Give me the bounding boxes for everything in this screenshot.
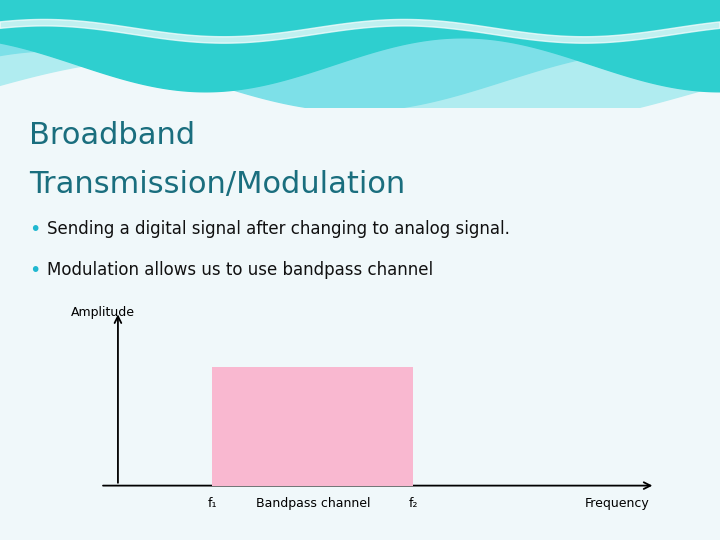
Text: Sending a digital signal after changing to analog signal.: Sending a digital signal after changing … [47, 220, 510, 239]
Text: f₁: f₁ [207, 497, 217, 510]
Text: Broadband: Broadband [29, 122, 195, 151]
Text: Transmission/Modulation: Transmission/Modulation [29, 170, 405, 199]
Text: •: • [29, 260, 40, 280]
Text: f₂: f₂ [408, 497, 418, 510]
Text: Frequency: Frequency [585, 497, 649, 510]
Text: Modulation allows us to use bandpass channel: Modulation allows us to use bandpass cha… [47, 261, 433, 279]
Text: •: • [29, 220, 40, 239]
Bar [212, 367, 413, 485]
Text: Bandpass channel: Bandpass channel [256, 497, 370, 510]
Text: Amplitude: Amplitude [71, 306, 135, 319]
